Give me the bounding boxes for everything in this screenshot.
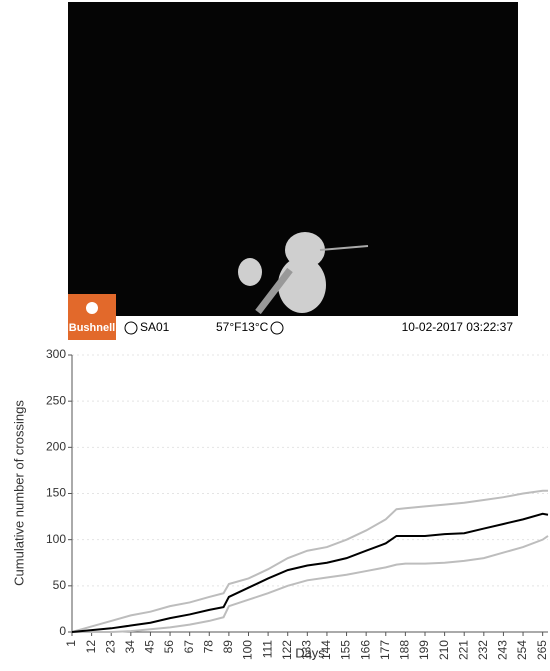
x-tick-label: 155: [339, 640, 353, 660]
x-tick-label: 1: [64, 640, 78, 647]
logo-icon: [86, 302, 98, 314]
camera-id: SA01: [140, 320, 170, 334]
x-tick-label: 221: [456, 640, 470, 660]
x-tick-label: 89: [221, 640, 235, 654]
series-line: [72, 514, 548, 632]
x-tick-label: 188: [398, 640, 412, 660]
x-tick-label: 122: [280, 640, 294, 660]
timestamp: 10-02-2017 03:22:37: [402, 320, 514, 334]
x-tick-label: 177: [378, 640, 392, 660]
x-tick-label: 199: [417, 640, 431, 660]
x-tick-label: 78: [201, 640, 215, 654]
series-line: [72, 491, 548, 632]
temperature: 57°F13°C: [216, 320, 269, 334]
x-tick-label: 144: [319, 640, 333, 660]
y-tick-label: 50: [53, 578, 67, 592]
x-tick-label: 12: [84, 640, 98, 654]
y-tick-label: 200: [46, 440, 66, 454]
y-tick-label: 150: [46, 486, 66, 500]
x-tick-label: 243: [496, 640, 510, 660]
x-tick-label: 67: [182, 640, 196, 654]
x-tick-label: 23: [103, 640, 117, 654]
x-tick-label: 210: [437, 640, 451, 660]
page: Bushnell SA01 57°F13°C 10-02-2017 03:22:…: [0, 0, 550, 666]
x-tick-label: 45: [143, 640, 157, 654]
x-tick-label: 166: [358, 640, 372, 660]
x-tick-label: 56: [162, 640, 176, 654]
camera-photo: Bushnell SA01 57°F13°C 10-02-2017 03:22:…: [68, 2, 518, 340]
x-tick-label: 232: [476, 640, 490, 660]
x-tick-label: 133: [299, 640, 313, 660]
x-tick-label: 100: [241, 640, 255, 660]
x-tick-label: 265: [535, 640, 549, 660]
x-tick-label: 34: [123, 640, 137, 654]
brand: Bushnell: [69, 322, 115, 334]
x-tick-label: 111: [260, 640, 274, 659]
chart: Cumulative number of crossings Days 0501…: [11, 347, 548, 660]
y-tick-label: 0: [59, 624, 66, 638]
y-axis-label: Cumulative number of crossings: [11, 400, 26, 586]
y-tick-label: 100: [46, 532, 66, 546]
x-tick-label: 254: [515, 640, 529, 660]
y-tick-label: 300: [46, 347, 66, 361]
y-tick-label: 250: [46, 393, 66, 407]
